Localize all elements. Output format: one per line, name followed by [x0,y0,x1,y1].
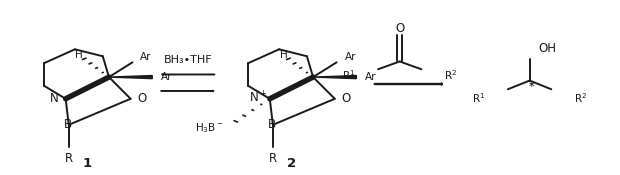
Text: H: H [280,50,287,60]
Text: ∗: ∗ [528,79,535,89]
Text: O: O [137,92,146,105]
Text: N$^+$: N$^+$ [249,91,268,106]
Text: R: R [64,152,73,165]
Text: OH: OH [538,42,556,55]
Text: 1: 1 [82,156,92,170]
Text: O: O [341,92,350,105]
Text: Ar: Ar [140,52,152,62]
Text: O: O [395,22,404,35]
Text: R$^1$: R$^1$ [472,91,485,105]
Text: N: N [50,92,59,105]
Text: R$^2$: R$^2$ [574,91,587,105]
Text: B: B [64,118,72,131]
Text: R$^1$: R$^1$ [342,68,355,82]
Text: Ar: Ar [345,52,356,62]
Text: 2: 2 [287,156,296,170]
Text: H: H [76,50,83,60]
Text: B: B [268,118,277,131]
Text: R$^2$: R$^2$ [445,68,458,82]
Text: BH₃•THF: BH₃•THF [164,55,212,65]
Text: Ar: Ar [161,72,172,82]
Polygon shape [313,76,356,79]
Text: Ar: Ar [365,72,376,82]
Text: H$_3$B$^-$: H$_3$B$^-$ [195,121,223,135]
Text: R: R [269,152,277,165]
Polygon shape [109,76,153,79]
